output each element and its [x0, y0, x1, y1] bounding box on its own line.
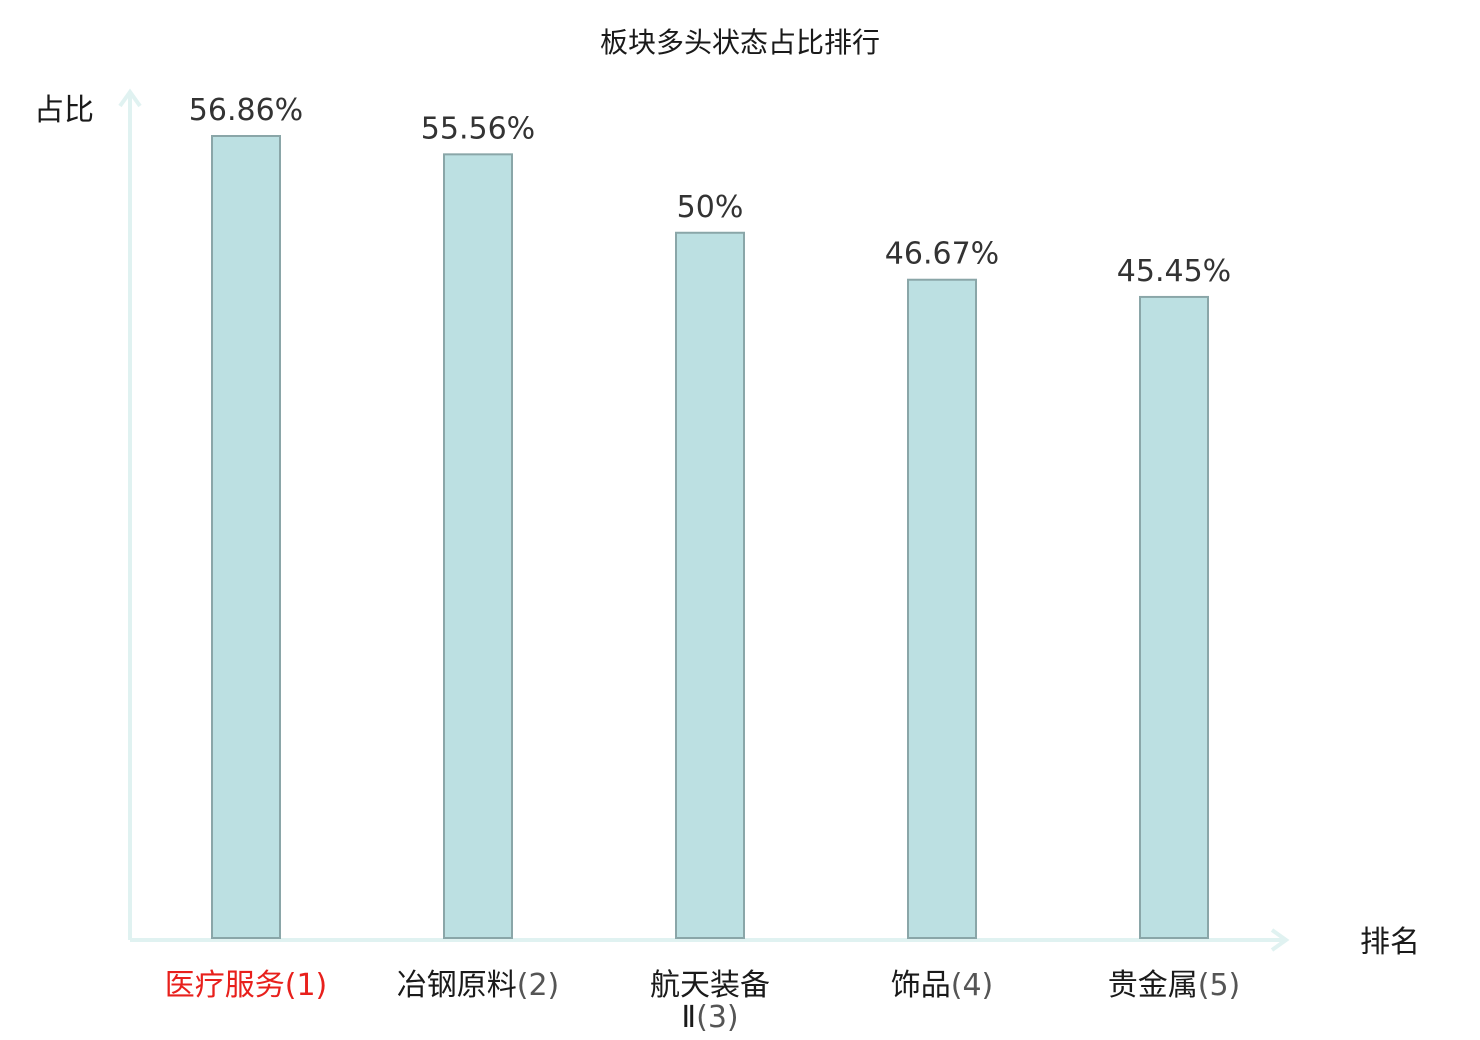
value-label-3: 50%	[677, 190, 744, 225]
bar-5	[1139, 295, 1209, 939]
bar-1	[211, 135, 281, 939]
bars-group	[211, 135, 1209, 940]
x-axis-arrow-icon	[1270, 928, 1290, 952]
bar-4	[907, 278, 977, 940]
value-label-1: 56.86%	[189, 93, 303, 128]
category-label-5: 贵金属(5)	[1108, 968, 1241, 1003]
value-label-5: 45.45%	[1117, 254, 1231, 289]
category-label-4: 饰品(4)	[891, 968, 994, 1003]
x-axis-title: 排名	[1360, 925, 1420, 960]
axes	[118, 88, 1290, 952]
value-label-4: 46.67%	[885, 237, 999, 272]
category-label-2: 冶钢原料(2)	[397, 968, 560, 1003]
y-axis-arrow-icon	[118, 88, 142, 108]
y-axis-title: 占比	[34, 93, 94, 128]
chart-title: 板块多头状态占比排行	[600, 26, 880, 59]
category-label-3-line-2: Ⅱ(3)	[681, 1000, 738, 1035]
value-label-2: 55.56%	[421, 111, 535, 146]
value-labels-group: 56.86% 55.56% 50% 46.67% 45.45%	[189, 93, 1231, 289]
category-label-3-line-1: 航天装备	[650, 968, 770, 1003]
bar-2	[443, 153, 513, 940]
category-label-1: 医疗服务(1)	[165, 968, 328, 1003]
bar-3	[675, 231, 745, 940]
